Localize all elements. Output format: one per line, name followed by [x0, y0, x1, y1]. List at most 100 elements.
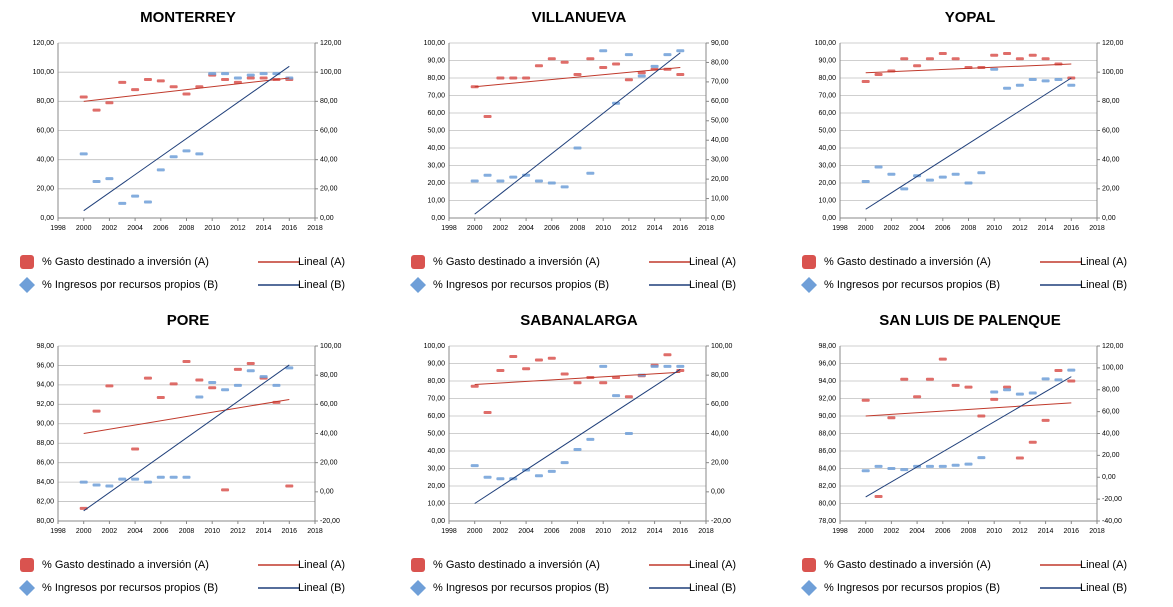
data-point — [547, 356, 556, 360]
data-point — [259, 72, 268, 76]
y-tick-label: 0,00 — [431, 215, 445, 222]
y-tick-label: 98,00 — [818, 343, 836, 350]
data-point — [143, 480, 152, 484]
data-point — [900, 468, 909, 472]
x-tick-label: 1998 — [832, 528, 848, 535]
y2-tick-label: 100,00 — [711, 343, 733, 350]
data-point — [169, 85, 178, 89]
x-tick-label: 2014 — [647, 528, 663, 535]
data-point — [1041, 418, 1050, 422]
data-point — [470, 384, 479, 388]
x-tick-label: 2006 — [153, 225, 169, 232]
data-point — [612, 62, 621, 66]
data-point — [118, 477, 127, 481]
x-tick-label: 2018 — [307, 225, 323, 232]
legend-label: % Ingresos por recursos propios (B) — [824, 279, 1000, 291]
legend-label: % Gasto destinado a inversión (A) — [42, 559, 209, 571]
data-point — [156, 396, 165, 400]
data-point — [612, 376, 621, 379]
data-point — [182, 475, 191, 479]
trend-line — [83, 65, 290, 212]
x-tick-label: 2014 — [256, 225, 272, 232]
data-point — [143, 77, 152, 81]
y-tick-label: 80,00 — [36, 518, 54, 525]
x-tick-label: 2016 — [673, 528, 689, 535]
y2-tick-label: 30,00 — [711, 157, 729, 164]
data-point — [1003, 388, 1012, 392]
y2-tick-label: 40,00 — [320, 157, 338, 164]
y-tick-label: 0,00 — [822, 215, 836, 222]
legend-label: % Gasto destinado a inversión (A) — [433, 256, 600, 268]
x-tick-label: 2000 — [467, 225, 483, 232]
data-point — [676, 49, 685, 53]
data-point — [1054, 378, 1063, 382]
data-point — [208, 386, 217, 390]
x-tick-label: 2006 — [544, 225, 560, 232]
data-point — [1067, 368, 1076, 372]
y-tick-label: 40,00 — [36, 157, 54, 164]
legend-label: % Ingresos por recursos propios (B) — [433, 279, 609, 291]
y2-tick-label: 0,00 — [1102, 215, 1116, 222]
legend-label: Lineal (B) — [689, 279, 736, 291]
y-tick-label: 80,00 — [818, 500, 836, 507]
data-point — [887, 416, 896, 420]
data-point — [509, 76, 518, 80]
y-tick-label: 60,00 — [818, 110, 836, 117]
data-point — [977, 414, 986, 418]
data-point — [79, 152, 88, 156]
data-point — [92, 180, 101, 184]
legend-label: Lineal (A) — [689, 256, 736, 268]
x-tick-label: 2010 — [595, 528, 611, 535]
x-tick-label: 2012 — [1012, 225, 1028, 232]
y-tick-label: 60,00 — [427, 413, 445, 420]
trend-line — [865, 376, 1072, 498]
data-point — [573, 146, 582, 150]
data-point — [182, 92, 191, 96]
data-point — [470, 179, 479, 183]
y2-tick-label: 20,00 — [1102, 186, 1120, 193]
y2-tick-label: 0,00 — [711, 489, 725, 496]
data-point — [573, 73, 582, 76]
chart-title: SAN LUIS DE PALENQUE — [879, 312, 1060, 329]
data-point — [1028, 391, 1037, 395]
trend-line — [474, 52, 681, 215]
data-point — [964, 385, 973, 389]
data-point — [951, 57, 960, 61]
x-tick-label: 2004 — [127, 225, 143, 232]
y2-tick-label: 20,00 — [1102, 452, 1120, 459]
data-point — [208, 380, 217, 384]
legend-label: % Ingresos por recursos propios (B) — [42, 279, 218, 291]
x-tick-label: 2000 — [76, 528, 92, 535]
data-point — [509, 175, 518, 179]
y2-tick-label: 100,00 — [1102, 69, 1124, 76]
data-point — [1067, 379, 1076, 383]
y2-tick-label: 80,00 — [1102, 98, 1120, 105]
y-tick-label: 30,00 — [818, 162, 836, 169]
data-point — [1003, 385, 1012, 389]
data-point — [874, 495, 883, 498]
data-point — [195, 152, 204, 156]
legend-marker — [410, 277, 426, 293]
data-point — [599, 381, 608, 385]
data-point — [861, 398, 870, 402]
y2-tick-label: 20,00 — [320, 460, 338, 467]
chart-panel: YOPAL 0,00 10,00 20,00 30,00 40,00 50,00 60,00 7… — [801, 9, 1127, 293]
x-tick-label: 2000 — [76, 225, 92, 232]
data-point — [900, 57, 909, 61]
y-tick-label: 98,00 — [36, 343, 54, 350]
y-tick-label: 50,00 — [427, 430, 445, 437]
data-point — [221, 388, 230, 392]
x-tick-label: 2000 — [858, 225, 874, 232]
x-tick-label: 2004 — [127, 528, 143, 535]
data-point — [586, 171, 595, 175]
x-tick-label: 2002 — [102, 225, 118, 232]
data-point — [1054, 369, 1063, 372]
legend-label: Lineal (B) — [689, 582, 736, 594]
x-tick-label: 2012 — [621, 225, 637, 232]
x-tick-label: 2018 — [1089, 528, 1105, 535]
legend-marker — [20, 255, 34, 269]
data-point — [105, 484, 114, 488]
data-point — [221, 488, 230, 492]
data-point — [105, 384, 114, 388]
legend-label: Lineal (B) — [1080, 582, 1127, 594]
